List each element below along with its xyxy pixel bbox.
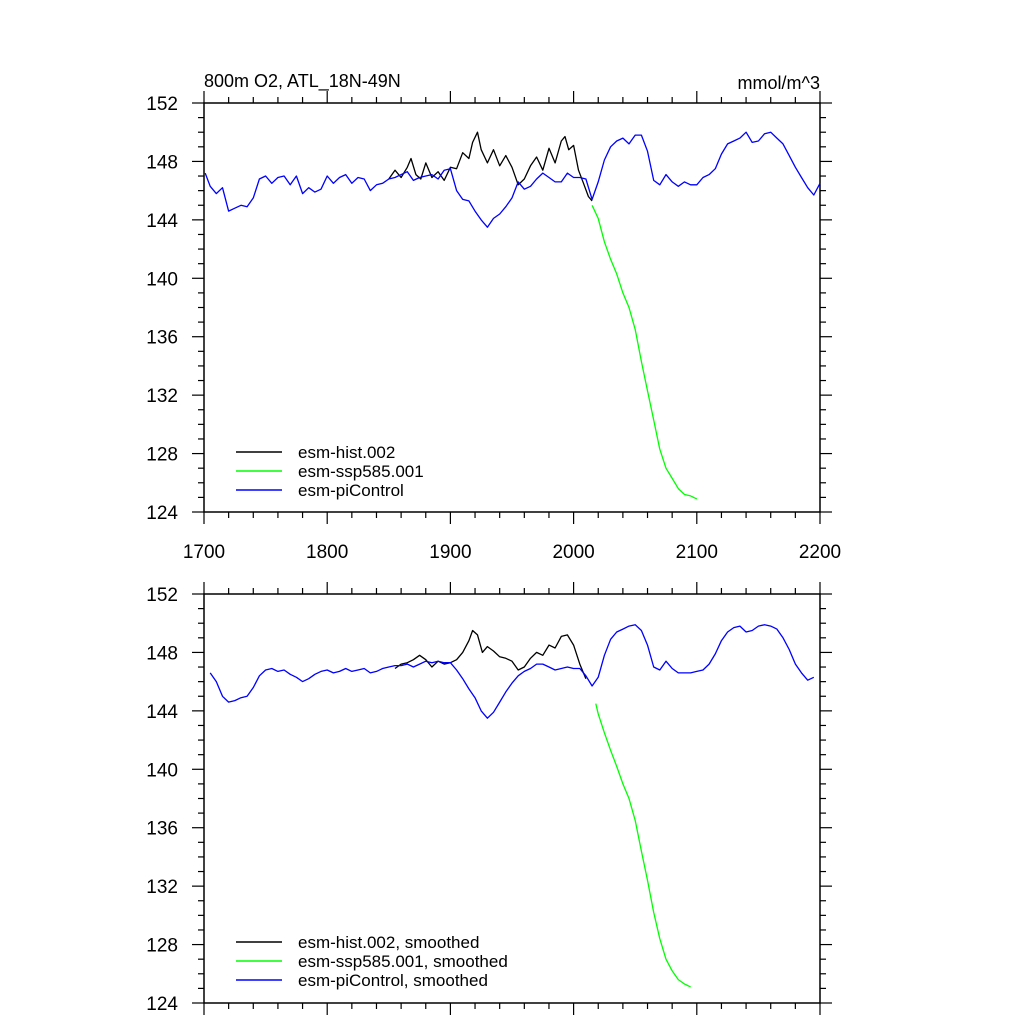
series-line-0 <box>394 629 587 679</box>
y-tick-label: 128 <box>146 445 178 466</box>
legend-label: esm-hist.002, smoothed <box>298 933 479 952</box>
x-tick-label: 1900 <box>429 542 471 563</box>
legend-label: esm-piControl, smoothed <box>298 971 488 990</box>
series-line-0 <box>388 131 593 202</box>
series-line-2 <box>204 131 821 228</box>
y-tick-label: 128 <box>146 936 178 957</box>
x-tick-label: 1700 <box>183 542 225 563</box>
panel-bottom: 124 128 132 136 140 144 148 152 esm-hist.002, sm… <box>146 582 832 1015</box>
series-line-1 <box>595 703 691 988</box>
y-tick-label: 144 <box>146 702 178 723</box>
series-line-1 <box>591 205 698 500</box>
chart-title: 800m O2, ATL_18N-49N <box>204 71 401 92</box>
legend-label: esm-piControl <box>298 481 404 500</box>
x-tick-label: 1800 <box>306 542 348 563</box>
plot-frame <box>203 102 821 513</box>
legend-label: esm-ssp585.001 <box>298 462 424 481</box>
x-tick-label: 2100 <box>676 542 718 563</box>
y-tick-label: 124 <box>146 503 178 524</box>
x-tick-label: 2200 <box>799 542 841 563</box>
y-tick-label: 140 <box>146 760 178 781</box>
units-label: mmol/m^3 <box>738 73 820 93</box>
y-tick-label: 132 <box>146 386 178 407</box>
y-tick-label: 140 <box>146 269 178 290</box>
legend-label: esm-hist.002 <box>298 443 395 462</box>
y-tick-label: 124 <box>146 994 178 1015</box>
legend-label: esm-ssp585.001, smoothed <box>298 952 508 971</box>
y-tick-label: 152 <box>146 94 178 115</box>
panel-top: 124 128 132 136 140 144 148 152 1700 1800 1900 2000… <box>146 71 841 563</box>
y-tick-label: 148 <box>146 152 178 173</box>
plot-frame <box>203 593 821 1004</box>
y-tick-label: 132 <box>146 877 178 898</box>
series-line-2 <box>209 624 815 719</box>
x-tick-label: 2000 <box>552 542 594 563</box>
y-tick-label: 152 <box>146 585 178 606</box>
y-tick-label: 136 <box>146 819 178 840</box>
y-tick-label: 148 <box>146 643 178 664</box>
y-tick-label: 144 <box>146 211 178 232</box>
y-tick-label: 136 <box>146 328 178 349</box>
